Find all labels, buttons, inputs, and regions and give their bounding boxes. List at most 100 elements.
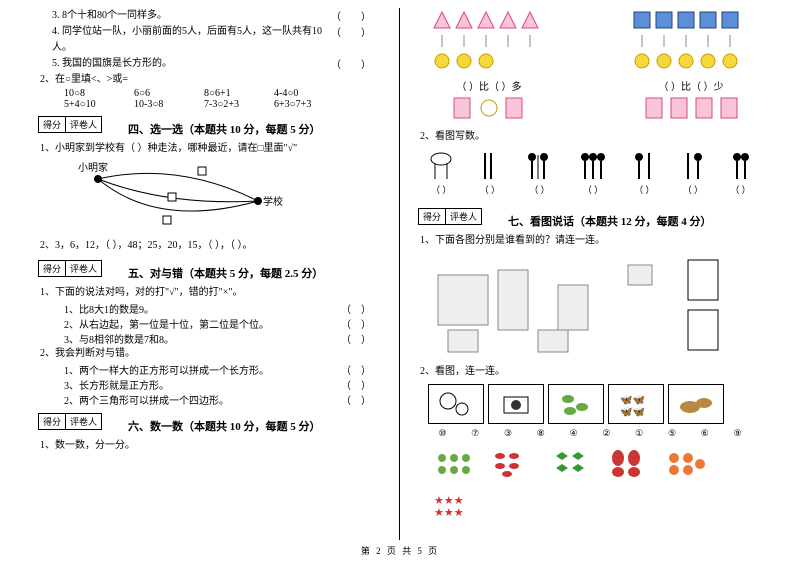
num: ⑦ xyxy=(461,428,490,439)
math-expr: 6○6 xyxy=(134,88,184,99)
svg-text:🦋🦋: 🦋🦋 xyxy=(620,395,645,406)
sec7-q1: 1、下面各图分别是谁看到的？请连一连。 xyxy=(408,233,772,249)
blank: （ ） xyxy=(682,183,704,196)
page-container: 3. 8个十和80个一同样多。 （ ） 4. 同学位站一队，小丽前面的5人，后面有… xyxy=(0,0,800,540)
triangles-icon xyxy=(424,8,554,32)
pic-cell xyxy=(544,445,596,481)
sec5-q2-2: 3、长方形就是正方形。 （ ） xyxy=(28,377,391,392)
stmt-text: 1、比8大1的数是9。 xyxy=(64,301,154,316)
paren-blank: （ ） xyxy=(341,392,391,407)
score-box-5: 得分评卷人 xyxy=(38,260,102,277)
grid-cell xyxy=(428,384,484,424)
rects-icon xyxy=(424,96,554,120)
square-group: （ ）比（ ）少 xyxy=(610,8,772,123)
school-label: 学校 xyxy=(263,195,283,208)
paren-blank: （ ） xyxy=(341,331,391,346)
tally-3: （ ） xyxy=(526,151,552,196)
home-label: 小明家 xyxy=(78,161,108,174)
grid-cell: 🦋🦋🦋🦋 xyxy=(608,384,664,424)
score-box-7: 得分评卷人 xyxy=(418,208,482,225)
tally-row: （ ） （ ） （ ） （ ） （ ） （ ） （ ） xyxy=(416,151,764,196)
blank: （ ） xyxy=(429,183,453,196)
sec5-q2: 2、我会判断对与错。 xyxy=(28,346,391,362)
num: ① xyxy=(625,428,654,439)
stmt-text: 1、两个一样大的正方形可以拼成一个长方形。 xyxy=(64,362,269,377)
math-expr: 10○8 xyxy=(64,88,114,99)
blank: （ ） xyxy=(480,183,500,196)
statement-3: 3. 8个十和80个一同样多。 （ ） xyxy=(28,8,391,24)
stmt-text: 3、长方形就是正方形。 xyxy=(64,377,169,392)
sec5-q2-1: 1、两个一样大的正方形可以拼成一个长方形。 （ ） xyxy=(28,362,391,377)
pic-cell xyxy=(660,445,712,481)
number-row: ⑩ ⑦ ③ ⑧ ④ ② ① ⑤ ⑥ ⑨ xyxy=(428,428,752,439)
q2-title: 2、看图写数。 xyxy=(408,129,772,145)
score-label: 得分 xyxy=(419,209,446,224)
blank: （ ） xyxy=(730,183,750,196)
blank: （ ） xyxy=(526,183,552,196)
paren-blank: （ ） xyxy=(341,316,391,331)
compare-more-text: （ ）比（ ）多 xyxy=(408,78,570,93)
squares-icon xyxy=(626,8,756,32)
paren-blank: （ ） xyxy=(341,377,391,392)
paren-blank: （ ） xyxy=(341,362,391,377)
path-diagram: 小明家 学校 xyxy=(68,161,288,231)
tally-4: （ ） xyxy=(579,151,607,196)
lines-icon xyxy=(626,35,756,49)
grader-label: 评卷人 xyxy=(446,209,481,224)
tally-1: （ ） xyxy=(429,151,453,196)
right-column: （ ）比（ ）多 （ xyxy=(400,8,780,540)
rects-icon xyxy=(626,96,756,120)
svg-text:★★★: ★★★ xyxy=(434,495,464,507)
num: ④ xyxy=(559,428,588,439)
score-box-6: 得分评卷人 xyxy=(38,413,102,430)
score-label: 得分 xyxy=(39,261,66,276)
grid-cell xyxy=(548,384,604,424)
grader-label: 评卷人 xyxy=(66,261,101,276)
paren-blank: （ ） xyxy=(331,8,391,24)
paren-blank: （ ） xyxy=(331,24,391,56)
bottom-picture-row: ★★★★★★ xyxy=(428,445,752,523)
shapes-comparison: （ ）比（ ）多 （ xyxy=(408,8,772,123)
stmt-text: 2、两个三角形可以拼成一个四边形。 xyxy=(64,392,229,407)
left-column: 3. 8个十和80个一同样多。 （ ） 4. 同学位站一队，小丽前面的5人，后面有… xyxy=(20,8,400,540)
stmt-text: 3、与8相邻的数是7和8。 xyxy=(64,331,174,346)
math-expr: 6+3○7+3 xyxy=(274,99,324,110)
score-label: 得分 xyxy=(39,414,66,429)
pic-cell xyxy=(486,445,538,481)
page-footer: 第 2 页 共 5 页 xyxy=(0,540,800,557)
q5-text: 5. 我国的国旗是长方形的。 xyxy=(52,56,172,72)
compare-less-text: （ ）比（ ）少 xyxy=(610,78,772,93)
num: ⑧ xyxy=(526,428,555,439)
stmt-text: 2、从右边起，第一位是十位，第二位是个位。 xyxy=(64,316,269,331)
circles-icon xyxy=(424,52,554,72)
tally-5: （ ） xyxy=(633,151,655,196)
math-row-2: 5+4○10 10-3○8 7-3○2+3 6+3○7+3 xyxy=(28,99,391,110)
tally-6: （ ） xyxy=(682,151,704,196)
num: ⑨ xyxy=(723,428,752,439)
sec7-q2: 2、看图，连一连。 xyxy=(408,364,772,380)
grid-cell xyxy=(668,384,724,424)
triangle-group: （ ）比（ ）多 xyxy=(408,8,570,123)
statement-4: 4. 同学位站一队，小丽前面的5人，后面有5人，这一队共有10人。（ ） xyxy=(28,24,391,56)
grader-label: 评卷人 xyxy=(66,414,101,429)
math-expr: 7-3○2+3 xyxy=(204,99,254,110)
paren-blank: （ ） xyxy=(341,301,391,316)
grid-cell xyxy=(488,384,544,424)
grader-label: 评卷人 xyxy=(66,117,101,132)
lines-icon xyxy=(424,35,554,49)
q3-text: 3. 8个十和80个一同样多。 xyxy=(52,8,167,24)
num: ② xyxy=(592,428,621,439)
math-row-1: 10○8 6○6 8○6+1 4-4○0 xyxy=(28,88,391,99)
score-box-4: 得分评卷人 xyxy=(38,116,102,133)
num: ⑥ xyxy=(690,428,719,439)
q2-heading: 2、在○里填<、>或= xyxy=(28,72,391,88)
paren-blank: （ ） xyxy=(331,56,391,72)
num: ③ xyxy=(494,428,523,439)
tally-2: （ ） xyxy=(480,151,500,196)
circles-icon xyxy=(626,52,756,72)
math-expr: 5+4○10 xyxy=(64,99,114,110)
num: ⑤ xyxy=(658,428,687,439)
math-expr: 10-3○8 xyxy=(134,99,184,110)
svg-text:🦋🦋: 🦋🦋 xyxy=(620,407,645,418)
sec5-q1-2: 2、从右边起，第一位是十位，第二位是个位。 （ ） xyxy=(28,316,391,331)
